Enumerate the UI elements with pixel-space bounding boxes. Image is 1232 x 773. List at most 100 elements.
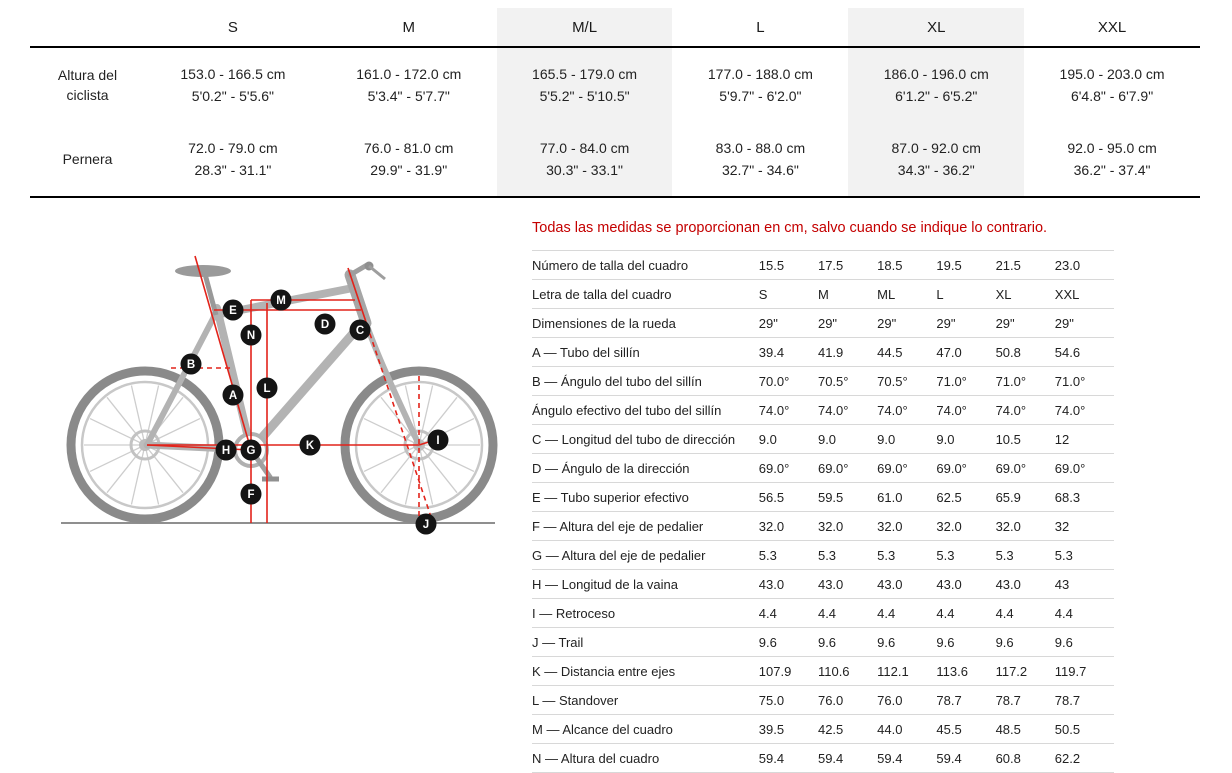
geometry-cell: 5.3: [936, 540, 996, 570]
geometry-row: A — Tubo del sillín 39.4 41.9 44.5 47.0 50.8 5…: [532, 337, 1114, 367]
geometry-panel: Todas las medidas se proporcionan en cm,…: [532, 206, 1118, 773]
geometry-cell: M: [817, 279, 878, 309]
svg-text:J: J: [423, 519, 429, 531]
geometry-marker: I: [427, 429, 449, 451]
size-chart-table: S M M/L L XL XXL Altura del ciclista 153.0 - 16…: [30, 8, 1200, 198]
geometry-cell: 32.0: [936, 511, 996, 541]
geometry-marker: F: [240, 483, 262, 505]
geometry-cell: 43.0: [817, 569, 878, 599]
geometry-cell: 43.0: [995, 569, 1055, 599]
geometry-row-label: N — Altura del cuadro: [532, 743, 759, 773]
geometry-section: E M N D C B A L H G K I F J Todas las me…: [30, 206, 1200, 773]
geometry-cell: 59.4: [936, 743, 996, 773]
geometry-marker: A: [222, 384, 244, 406]
geometry-cell: 19.5: [936, 250, 996, 280]
size-cell: 186.0 - 196.0 cm 6'1.2" - 6'5.2": [848, 48, 1025, 122]
size-row-label: Altura del ciclista: [57, 67, 118, 103]
rear-wheel: [66, 366, 224, 524]
geometry-row: I — Retroceso 4.4 4.4 4.4 4.4 4.4 4.4: [532, 598, 1114, 628]
geometry-marker: G: [240, 439, 262, 461]
geometry-cell: 17.5: [817, 250, 878, 280]
geometry-units-note: Todas las medidas se proporcionan en cm,…: [532, 220, 1048, 236]
geometry-cell: 71.0°: [995, 366, 1055, 396]
bike-sizing-page: S M M/L L XL XXL Altura del ciclista 153.0 - 16…: [30, 8, 1200, 773]
stem: [347, 262, 370, 278]
brake-lever: [368, 264, 386, 281]
geometry-cell: 12: [1054, 424, 1114, 454]
svg-text:D: D: [321, 319, 329, 331]
geometry-cell: 5.3: [817, 540, 878, 570]
geometry-cell: 9.6: [936, 627, 996, 657]
geometry-cell: 69.0°: [817, 453, 878, 483]
geometry-cell: 5.3: [1054, 540, 1114, 570]
geometry-cell: 50.5: [1054, 714, 1114, 744]
geometry-cell: 119.7: [1054, 656, 1114, 686]
geometry-cell: 32.0: [995, 511, 1055, 541]
geometry-row: J — Trail 9.6 9.6 9.6 9.6 9.6 9.6: [532, 627, 1114, 657]
geometry-row: F — Altura del eje de pedalier 32.0 32.0 32…: [532, 511, 1114, 541]
geometry-cell: 69.0°: [877, 453, 937, 483]
geometry-marker: N: [240, 324, 262, 346]
geometry-marker: L: [256, 377, 278, 399]
geometry-cell: 21.5: [995, 250, 1055, 280]
size-cell: 72.0 - 79.0 cm 28.3" - 31.1": [188, 140, 278, 178]
geometry-cell: 29": [758, 308, 818, 338]
geometry-row: L — Standover 75.0 76.0 76.0 78.7 78.7 78.7: [532, 685, 1114, 715]
size-cell: 92.0 - 95.0 cm 36.2" - 37.4": [1067, 140, 1157, 178]
svg-text:M: M: [276, 295, 286, 307]
geometry-row-label: Ángulo efectivo del tubo del sillín: [532, 395, 759, 425]
size-cell: 83.0 - 88.0 cm 32.7" - 34.6": [715, 140, 806, 178]
size-cell: 153.0 - 166.5 cm 5'0.2" - 5'5.6": [180, 66, 286, 104]
geometry-cell: 59.5: [817, 482, 878, 512]
geometry-cell: 69.0°: [1054, 453, 1114, 483]
geometry-cell: ML: [877, 279, 937, 309]
size-cell: 195.0 - 203.0 cm 6'4.8" - 6'7.9": [1059, 66, 1165, 104]
geometry-row: D — Ángulo de la dirección 69.0° 69.0° 69.0…: [532, 453, 1114, 483]
geometry-row: H — Longitud de la vaina 43.0 43.0 43.0 43.0…: [532, 569, 1114, 599]
geometry-cell: 112.1: [877, 656, 937, 686]
svg-text:B: B: [187, 359, 195, 371]
geometry-cell: 70.5°: [877, 366, 937, 396]
geometry-cell: 5.3: [877, 540, 937, 570]
geometry-row: M — Alcance del cuadro 39.5 42.5 44.0 45.5 48…: [532, 714, 1114, 744]
geometry-cell: 4.4: [758, 598, 818, 628]
geometry-row-label: C — Longitud del tubo de dirección: [532, 424, 759, 454]
geometry-row-label: Número de talla del cuadro: [532, 250, 759, 280]
geometry-cell: 70.5°: [817, 366, 878, 396]
geometry-cell: 32.0: [877, 511, 937, 541]
geometry-cell: S: [758, 279, 818, 309]
geometry-cell: 56.5: [758, 482, 818, 512]
geometry-row-label: G — Altura del eje de pedalier: [532, 540, 759, 570]
geometry-marker: K: [299, 434, 321, 456]
geometry-cell: 4.4: [817, 598, 878, 628]
geometry-cell: 74.0°: [1054, 395, 1114, 425]
size-cell: 87.0 - 92.0 cm 34.3" - 36.2": [848, 122, 1025, 196]
geometry-row-label: Dimensiones de la rueda: [532, 308, 759, 338]
geometry-cell: 59.4: [758, 743, 818, 773]
geometry-row-label: M — Alcance del cuadro: [532, 714, 759, 744]
geometry-cell: 9.0: [817, 424, 878, 454]
geometry-cell: 76.0: [817, 685, 878, 715]
geometry-cell: 69.0°: [995, 453, 1055, 483]
geometry-cell: 32.0: [758, 511, 818, 541]
geometry-row: G — Altura del eje de pedalier 5.3 5.3 5.3 5…: [532, 540, 1114, 570]
geometry-cell: 5.3: [995, 540, 1055, 570]
geometry-cell: 32: [1054, 511, 1114, 541]
geometry-cell: 113.6: [936, 656, 996, 686]
geometry-cell: 29": [817, 308, 878, 338]
geometry-cell: 39.4: [758, 337, 818, 367]
geometry-cell: 9.0: [936, 424, 996, 454]
geometry-row: Letra de talla del cuadro S M ML L XL XXL: [532, 279, 1114, 309]
geometry-row-label: B — Ángulo del tubo del sillín: [532, 366, 759, 396]
geometry-row: Ángulo efectivo del tubo del sillín 74.0°…: [532, 395, 1114, 425]
geometry-cell: 70.0°: [758, 366, 818, 396]
svg-text:L: L: [263, 383, 270, 395]
geometry-cell: L: [936, 279, 996, 309]
size-column-header: M/L: [496, 8, 673, 48]
geometry-cell: XL: [995, 279, 1055, 309]
geometry-cell: 9.6: [995, 627, 1055, 657]
geometry-cell: 50.8: [995, 337, 1055, 367]
geometry-marker: J: [415, 513, 437, 535]
geometry-cell: 65.9: [995, 482, 1055, 512]
svg-text:K: K: [306, 440, 315, 452]
